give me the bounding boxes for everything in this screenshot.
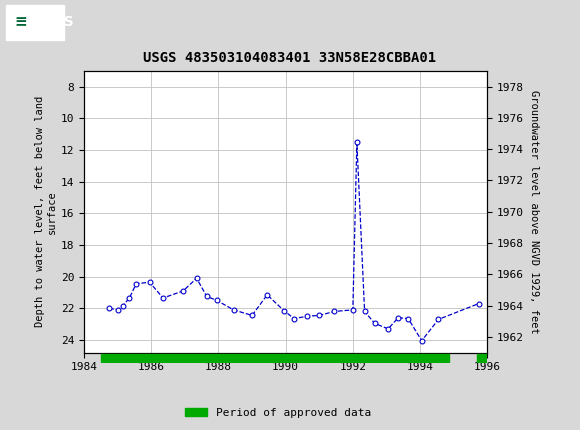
- Text: ≡: ≡: [14, 14, 27, 29]
- Text: USGS 483503104083401 33N58E28CBBA01: USGS 483503104083401 33N58E28CBBA01: [143, 51, 437, 65]
- Text: USGS: USGS: [32, 15, 74, 29]
- Bar: [101, 353, 448, 362]
- Bar: [6, 6, 64, 40]
- Y-axis label: Groundwater level above NGVD 1929, feet: Groundwater level above NGVD 1929, feet: [530, 90, 539, 334]
- Y-axis label: Depth to water level, feet below land
surface: Depth to water level, feet below land su…: [35, 96, 57, 327]
- Bar: [477, 353, 489, 362]
- Legend: Period of approved data: Period of approved data: [181, 403, 376, 422]
